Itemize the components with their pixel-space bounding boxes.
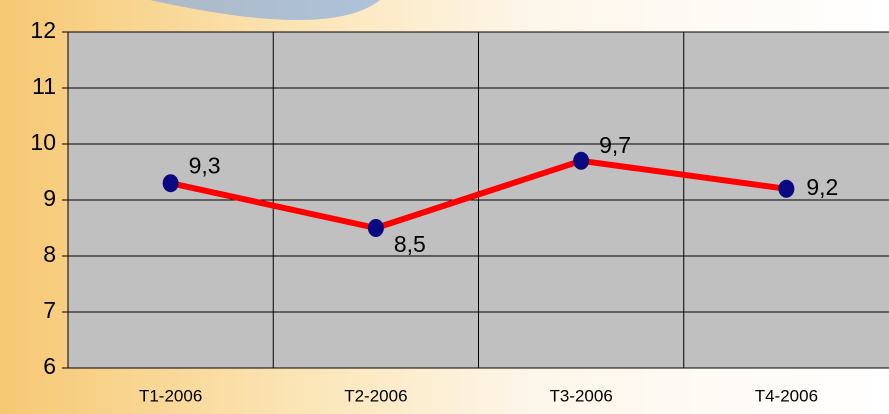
- data-point: [162, 174, 179, 193]
- data-label: 9,2: [806, 174, 838, 200]
- data-label: 8,5: [394, 231, 426, 257]
- y-tick-label: 8: [43, 241, 56, 267]
- y-tick-label: 6: [43, 353, 56, 379]
- y-tick-label: 12: [30, 17, 56, 43]
- y-tick-label: 10: [30, 129, 56, 155]
- x-tick-label: T2-2006: [344, 386, 407, 405]
- x-tick-label: T1-2006: [139, 386, 202, 405]
- data-point: [778, 179, 795, 198]
- data-label: 9,7: [599, 132, 631, 158]
- x-tick-label: T3-2006: [549, 386, 612, 405]
- y-tick-label: 7: [43, 297, 56, 323]
- y-tick-label: 11: [32, 73, 56, 99]
- data-point: [573, 151, 590, 170]
- data-point: [367, 219, 384, 237]
- y-tick-label: 9: [43, 185, 56, 211]
- x-tick-label: T4-2006: [755, 386, 818, 405]
- series-line: [169, 157, 787, 231]
- data-label: 9,3: [189, 152, 221, 178]
- decoration: [150, 0, 380, 20]
